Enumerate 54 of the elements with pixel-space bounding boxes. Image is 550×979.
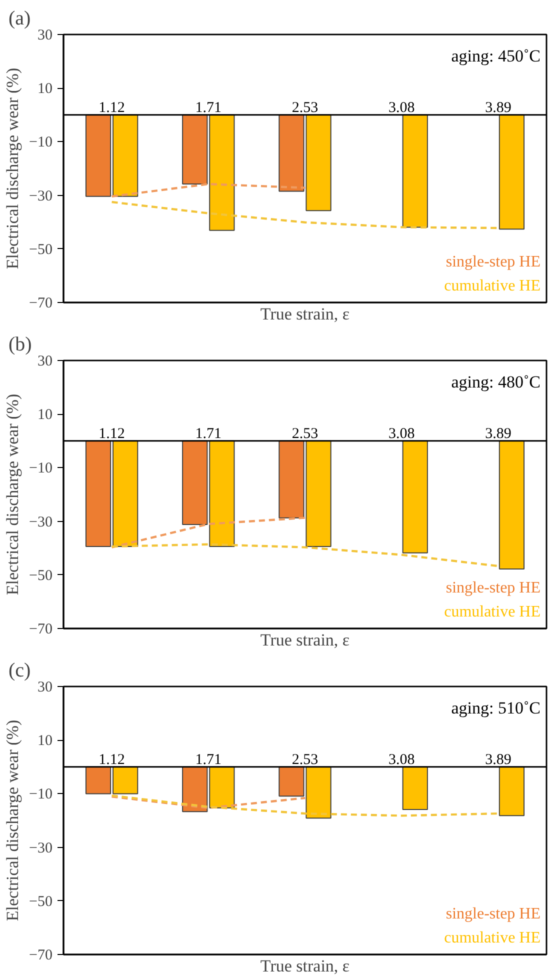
y-tick-label: −70 xyxy=(29,296,53,312)
x-tick-label: 1.71 xyxy=(195,752,222,768)
x-tick-label: 1.71 xyxy=(195,100,222,116)
text: cumulative HE xyxy=(444,930,541,946)
x-tick-label: 1.71 xyxy=(195,426,222,442)
x-axis-title: True strain, ε xyxy=(260,956,350,976)
y-tick-label: 30 xyxy=(38,354,52,370)
y-tick-label: 10 xyxy=(38,733,52,750)
y-axis-title: Electrical discharge wear (%) xyxy=(3,68,22,270)
y-tick-label: 10 xyxy=(38,81,52,98)
x-tick-label: 1.12 xyxy=(98,426,125,442)
text: single-step HE xyxy=(446,254,541,270)
y-tick-label: −50 xyxy=(29,568,53,584)
y-tick-label: −30 xyxy=(29,514,53,530)
text: cumulative HE xyxy=(444,604,541,620)
x-tick-label: 2.53 xyxy=(292,100,318,116)
y-axis-title: Electrical discharge wear (%) xyxy=(3,720,22,922)
line-series xyxy=(110,200,500,230)
x-tick-label: 3.08 xyxy=(388,100,415,116)
x-tick-label: 2.53 xyxy=(292,426,318,442)
x-tick-label: 3.89 xyxy=(485,752,512,768)
x-tick-label: 3.08 xyxy=(388,426,415,442)
line-series xyxy=(110,543,500,568)
y-tick-label: −30 xyxy=(29,188,53,204)
text: single-step HE xyxy=(446,580,541,596)
y-tick-label: −50 xyxy=(29,242,53,258)
y-tick-label: 30 xyxy=(38,680,52,696)
y-tick-label: −10 xyxy=(29,134,53,151)
chart-title: (b) xyxy=(8,334,32,356)
annotation: aging: 450˚C xyxy=(451,46,541,66)
y-tick-label: −30 xyxy=(29,840,53,856)
x-tick-label: 1.12 xyxy=(98,752,125,768)
y-tick-label: −70 xyxy=(29,948,53,964)
annotation: aging: 510˚C xyxy=(451,698,541,718)
chart-title: (a) xyxy=(8,8,31,30)
y-tick-label: 10 xyxy=(38,407,52,424)
y-tick-label: −10 xyxy=(29,786,53,803)
annotation: aging: 480˚C xyxy=(451,372,541,392)
y-tick-label: −70 xyxy=(29,622,53,638)
text: single-step HE xyxy=(446,906,541,922)
x-tick-label: 1.12 xyxy=(98,100,125,116)
line-series xyxy=(110,794,500,817)
y-tick-label: 30 xyxy=(38,28,52,44)
y-tick-label: −10 xyxy=(29,460,53,477)
x-tick-label: 3.08 xyxy=(388,752,415,768)
x-tick-label: 2.53 xyxy=(292,752,318,768)
text: cumulative HE xyxy=(444,278,541,294)
chart-title: (c) xyxy=(8,660,31,682)
x-tick-label: 3.89 xyxy=(485,426,512,442)
x-axis-title: True strain, ε xyxy=(260,630,350,650)
x-axis-title: True strain, ε xyxy=(260,304,350,324)
x-tick-label: 3.89 xyxy=(485,100,512,116)
y-tick-label: −50 xyxy=(29,894,53,910)
y-axis-title: Electrical discharge wear (%) xyxy=(3,394,22,596)
